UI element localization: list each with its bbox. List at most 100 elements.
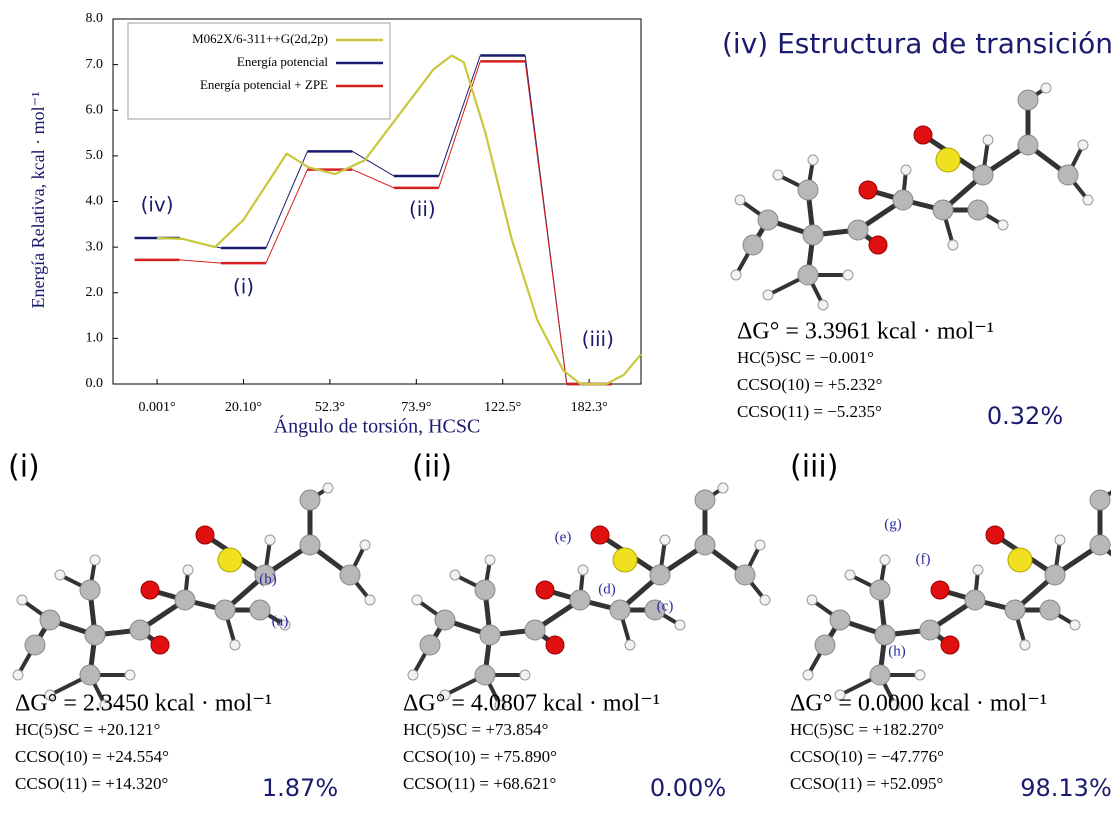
carbon-atom bbox=[649, 564, 671, 586]
carbon-atom bbox=[84, 624, 106, 646]
carbon-atom bbox=[932, 199, 954, 221]
hydrogen-atom bbox=[730, 269, 742, 281]
delta-g: ΔG° = 0.0000 kcal · mol⁻¹ bbox=[790, 691, 1047, 717]
carbon-atom bbox=[1044, 564, 1066, 586]
hydrogen-atom bbox=[1054, 534, 1066, 546]
carbon-atom bbox=[967, 199, 989, 221]
carbon-atom bbox=[1017, 134, 1039, 156]
dihedral: CCSO(11) = +68.621° bbox=[403, 774, 556, 793]
annotation: (iv) bbox=[141, 193, 174, 217]
delta-g: ΔG° = 3.3961 kcal · mol⁻¹ bbox=[737, 319, 994, 345]
hydrogen-atom bbox=[717, 482, 729, 494]
hydrogen-atom bbox=[1040, 82, 1052, 94]
carbon-atom bbox=[829, 609, 851, 631]
hydrogen-atom bbox=[1069, 619, 1081, 631]
panel-label: (i) bbox=[8, 450, 40, 485]
oxygen-atom bbox=[150, 635, 170, 655]
contact-label: (d) bbox=[598, 581, 616, 597]
population: 1.87% bbox=[262, 774, 338, 802]
hydrogen-atom bbox=[844, 569, 856, 581]
hydrogen-atom bbox=[772, 169, 784, 181]
carbon-atom bbox=[254, 564, 276, 586]
carbon-atom bbox=[299, 489, 321, 511]
contact-label: (g) bbox=[884, 516, 902, 532]
hydrogen-atom bbox=[182, 564, 194, 576]
hydrogen-atom bbox=[802, 669, 814, 681]
energy-curve bbox=[157, 54, 642, 386]
carbon-atom bbox=[869, 664, 891, 686]
carbon-atom bbox=[524, 619, 546, 641]
carbon-atom bbox=[964, 589, 986, 611]
hydrogen-atom bbox=[889, 699, 901, 711]
step-connector bbox=[352, 150, 395, 177]
carbon-atom bbox=[129, 619, 151, 641]
carbon-atom bbox=[474, 579, 496, 601]
hydrogen-atom bbox=[89, 554, 101, 566]
carbon-atom bbox=[847, 219, 869, 241]
hydrogen-atom bbox=[759, 594, 771, 606]
oxygen-atom bbox=[590, 525, 610, 545]
sulfur-atom bbox=[612, 547, 638, 573]
x-tick-label: 182.3° bbox=[571, 400, 608, 415]
hydrogen-atom bbox=[12, 669, 24, 681]
x-axis-label: Ángulo de torsión, HCSC bbox=[274, 415, 481, 438]
carbon-atom bbox=[249, 599, 271, 621]
hydrogen-atom bbox=[842, 269, 854, 281]
carbon-atom bbox=[892, 189, 914, 211]
dihedral: CCSO(11) = +52.095° bbox=[790, 774, 943, 793]
hydrogen-atom bbox=[674, 619, 686, 631]
carbon-atom bbox=[797, 264, 819, 286]
oxygen-atom bbox=[535, 580, 555, 600]
carbon-atom bbox=[79, 579, 101, 601]
hydrogen-atom bbox=[806, 594, 818, 606]
contact-label: (b) bbox=[259, 571, 277, 587]
annotation: (iii) bbox=[582, 327, 614, 351]
hydrogen-atom bbox=[754, 539, 766, 551]
dihedral: CCSO(11) = +14.320° bbox=[15, 774, 168, 793]
carbon-atom bbox=[569, 589, 591, 611]
carbon-atom bbox=[694, 534, 716, 556]
carbon-atom bbox=[24, 634, 46, 656]
dihedral: CCSO(10) = +24.554° bbox=[15, 747, 169, 766]
hydrogen-atom bbox=[947, 239, 959, 251]
hydrogen-atom bbox=[807, 154, 819, 166]
carbon-atom bbox=[814, 634, 836, 656]
hydrogen-atom bbox=[1082, 194, 1094, 206]
annotation: (i) bbox=[233, 275, 254, 299]
hydrogen-atom bbox=[834, 689, 846, 701]
dihedral: HC(5)SC = +20.121° bbox=[15, 720, 160, 739]
dihedral: CCSO(11) = −5.235° bbox=[737, 402, 882, 421]
oxygen-atom bbox=[913, 125, 933, 145]
molecule bbox=[407, 482, 771, 711]
x-tick-label: 122.5° bbox=[484, 400, 521, 415]
carbon-atom bbox=[802, 224, 824, 246]
carbon-atom bbox=[174, 589, 196, 611]
hydrogen-atom bbox=[439, 689, 451, 701]
step-connector bbox=[524, 61, 568, 385]
carbon-atom bbox=[299, 534, 321, 556]
carbon-atom bbox=[1057, 164, 1079, 186]
population: 98.13% bbox=[1020, 774, 1111, 802]
y-tick-label: 8.0 bbox=[86, 11, 104, 26]
y-tick-label: 2.0 bbox=[86, 285, 104, 300]
carbon-atom bbox=[797, 179, 819, 201]
hydrogen-atom bbox=[279, 619, 291, 631]
hydrogen-atom bbox=[972, 564, 984, 576]
carbon-atom bbox=[39, 609, 61, 631]
hydrogen-atom bbox=[997, 219, 1009, 231]
hydrogen-atom bbox=[124, 669, 136, 681]
sulfur-atom bbox=[1007, 547, 1033, 573]
step-connector bbox=[438, 55, 481, 177]
molecule bbox=[12, 482, 376, 711]
hydrogen-atom bbox=[762, 289, 774, 301]
carbon-atom bbox=[734, 564, 756, 586]
hydrogen-atom bbox=[1019, 639, 1031, 651]
carbon-atom bbox=[1017, 89, 1039, 111]
carbon-atom bbox=[434, 609, 456, 631]
sulfur-atom bbox=[217, 547, 243, 573]
oxygen-atom bbox=[930, 580, 950, 600]
hydrogen-atom bbox=[914, 669, 926, 681]
y-axis-label: Energía Relativa, kcal · mol⁻¹ bbox=[28, 92, 48, 309]
panel-label: (iii) bbox=[790, 450, 838, 485]
